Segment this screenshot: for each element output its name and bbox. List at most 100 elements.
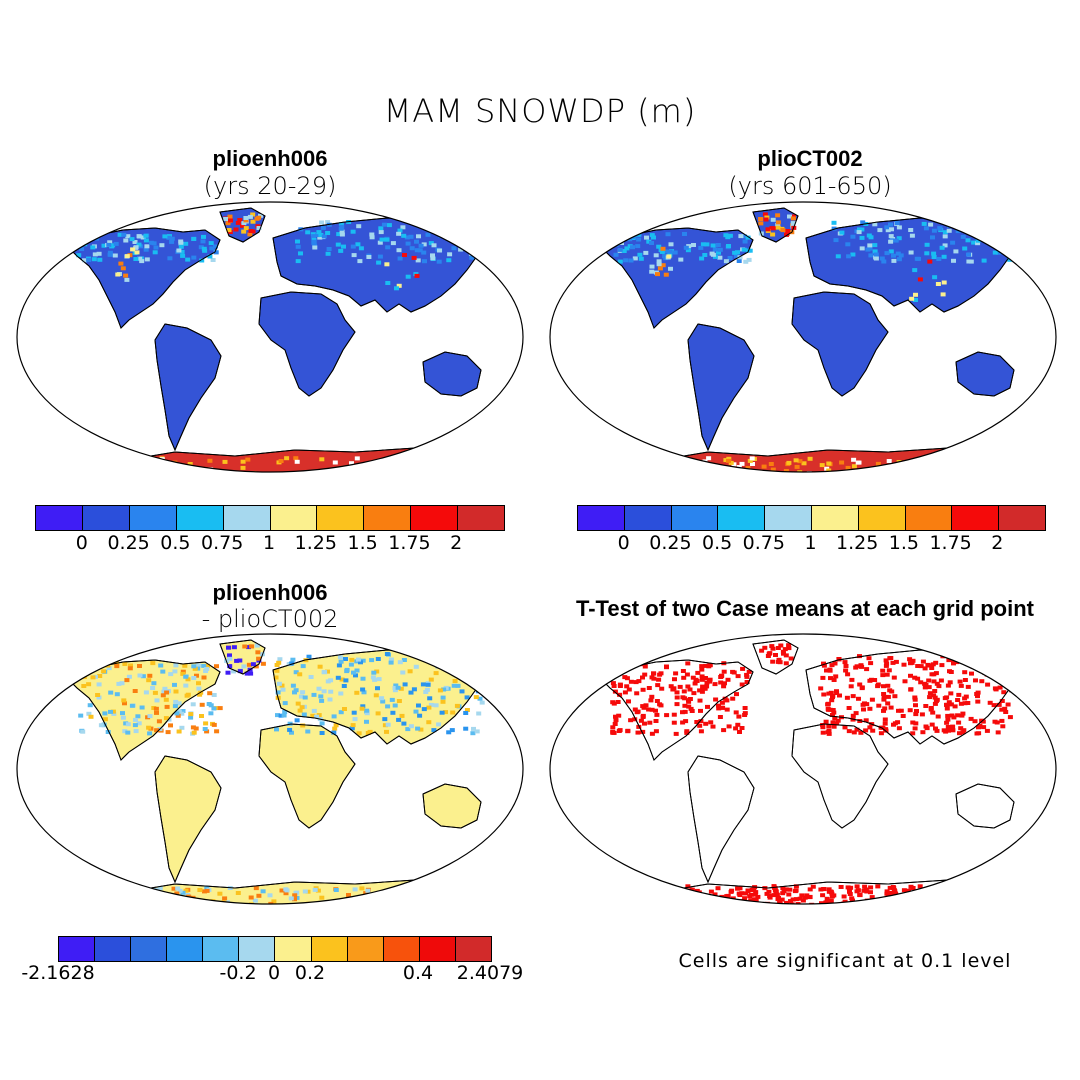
grid-cell — [350, 898, 356, 902]
grid-cell — [786, 646, 792, 651]
grid-cell — [202, 727, 208, 731]
grid-cell — [86, 236, 92, 241]
grid-cell — [717, 255, 723, 260]
grid-cell — [819, 463, 825, 468]
grid-cell — [826, 461, 832, 466]
grid-cell — [279, 888, 285, 893]
grid-cell — [883, 727, 889, 732]
grid-cell — [781, 889, 787, 894]
grid-cell — [826, 691, 832, 696]
grid-cell — [678, 905, 683, 909]
grid-cell — [944, 720, 950, 725]
grid-cell — [820, 730, 826, 735]
grid-cell — [102, 711, 108, 716]
grid-cell — [855, 460, 861, 465]
grid-cell — [655, 895, 660, 900]
grid-cell — [132, 240, 138, 244]
grid-cell — [134, 250, 140, 255]
grid-cell — [821, 661, 826, 666]
grid-cell — [256, 893, 262, 898]
grid-cell — [793, 884, 799, 889]
grid-cell — [688, 906, 693, 910]
grid-cell — [382, 723, 388, 728]
grid-cell — [977, 891, 983, 896]
grid-cell — [726, 458, 731, 463]
grid-cell — [739, 682, 745, 687]
grid-cell — [120, 266, 126, 271]
grid-cell — [226, 645, 231, 650]
grid-cell — [894, 895, 900, 900]
grid-cell — [860, 220, 866, 225]
grid-cell — [785, 229, 791, 233]
grid-cell — [418, 887, 423, 892]
grid-cell — [656, 262, 662, 267]
grid-cell — [698, 729, 704, 734]
grid-cell — [706, 469, 712, 472]
grid-cell — [173, 689, 179, 694]
grid-cell — [113, 241, 119, 246]
grid-cell — [937, 888, 943, 893]
grid-cell — [193, 726, 199, 731]
grid-cell — [172, 704, 178, 709]
grid-cell — [148, 890, 154, 895]
grid-cell — [952, 902, 958, 904]
grid-cell — [843, 664, 849, 668]
grid-cell — [735, 674, 741, 679]
grid-cell — [744, 674, 750, 679]
map-border — [16, 201, 524, 473]
grid-cell — [168, 723, 173, 728]
grid-cell — [421, 654, 427, 659]
grid-cell — [941, 280, 947, 285]
grid-cell — [917, 891, 923, 896]
grid-cell — [107, 252, 113, 257]
grid-cell — [850, 713, 856, 718]
grid-cell — [194, 673, 199, 678]
colorbar-swatch — [419, 937, 456, 961]
grid-cell — [173, 467, 179, 471]
grid-cell — [160, 891, 166, 896]
grid-cell — [830, 713, 835, 717]
grid-cell — [114, 692, 120, 697]
grid-cell — [723, 233, 729, 238]
grid-cell — [364, 711, 370, 716]
grid-cell — [134, 467, 140, 472]
grid-cell — [971, 905, 976, 909]
grid-cell — [867, 246, 873, 251]
grid-cell — [243, 226, 249, 231]
colorbar-top-right — [577, 505, 1046, 531]
grid-cell — [616, 729, 622, 733]
grid-cell — [202, 906, 207, 910]
grid-cell — [448, 653, 454, 657]
grid-cell — [159, 465, 165, 470]
grid-cell — [180, 669, 186, 674]
grid-cell — [781, 651, 786, 656]
grid-cell — [841, 894, 847, 899]
grid-cell — [325, 669, 330, 674]
grid-cell — [721, 684, 727, 689]
grid-cell — [859, 235, 865, 240]
grid-cell — [401, 658, 407, 662]
grid-cell — [742, 713, 748, 717]
grid-cell — [890, 905, 895, 909]
grid-cell — [339, 229, 345, 234]
grid-cell — [623, 258, 629, 263]
grid-cell — [434, 472, 439, 476]
grid-cell — [719, 674, 724, 679]
grid-cell — [693, 901, 699, 904]
grid-cell — [718, 680, 724, 685]
grid-cell — [735, 886, 741, 891]
grid-cell — [284, 456, 290, 461]
grid-cell — [849, 896, 855, 901]
grid-cell — [996, 702, 1002, 707]
grid-cell — [375, 686, 380, 691]
grid-cell — [166, 235, 172, 240]
grid-cell — [265, 473, 270, 477]
grid-cell — [255, 650, 261, 655]
grid-cell — [356, 224, 362, 229]
grid-cell — [982, 661, 988, 666]
grid-cell — [628, 718, 634, 723]
grid-cell — [956, 899, 962, 904]
grid-cell — [451, 246, 457, 251]
grid-cell — [825, 730, 831, 735]
grid-cell — [207, 691, 213, 696]
